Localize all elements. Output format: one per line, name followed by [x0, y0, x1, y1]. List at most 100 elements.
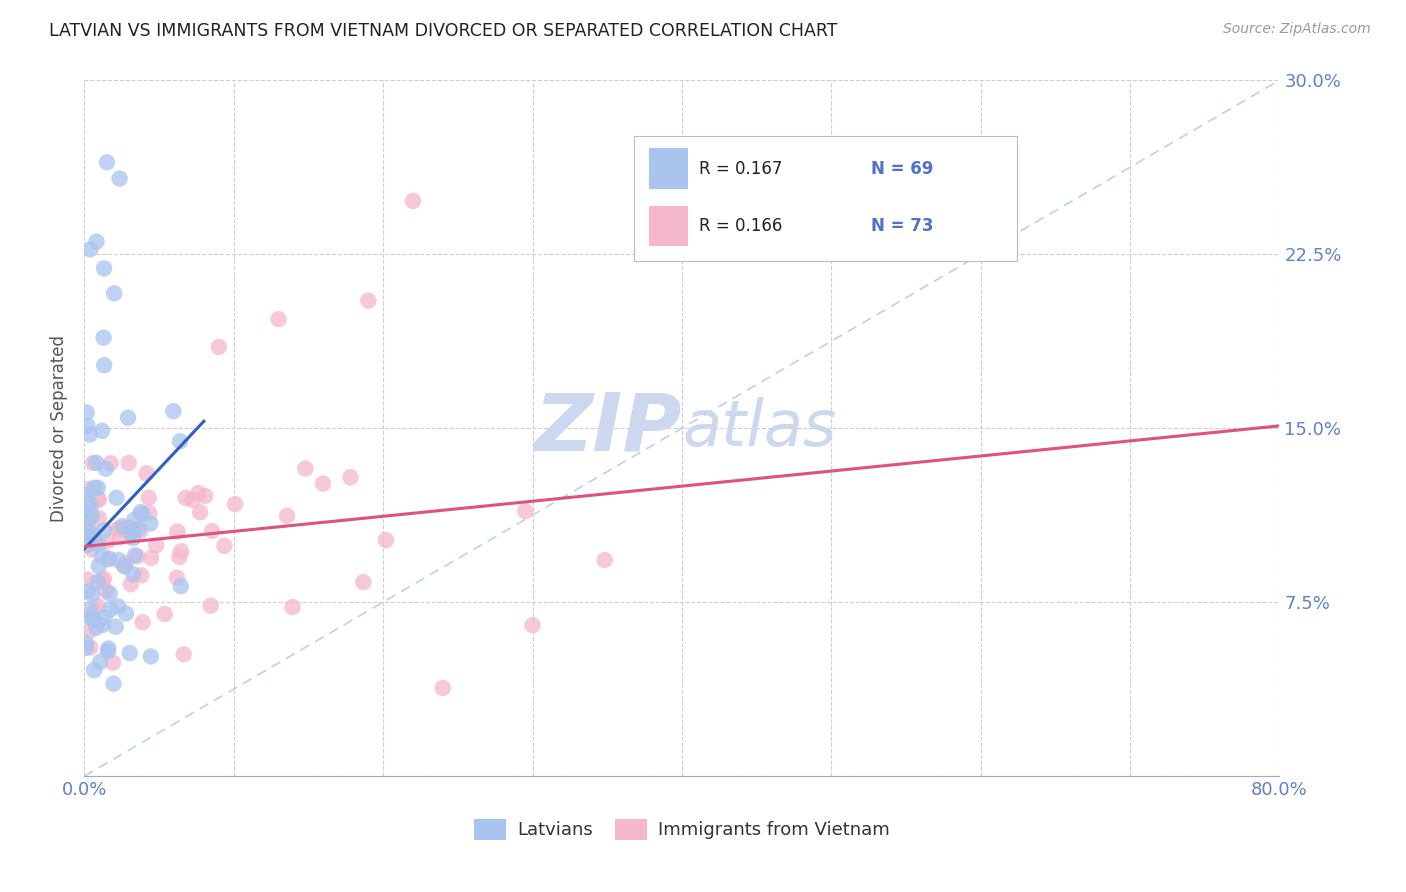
Point	[118, 456, 141, 470]
Point	[115, 607, 138, 621]
Text: Source: ZipAtlas.com: Source: ZipAtlas.com	[1223, 22, 1371, 37]
Point	[96, 583, 118, 598]
Point	[593, 553, 616, 567]
Point	[267, 312, 290, 326]
Point	[87, 492, 110, 507]
Point	[120, 525, 142, 540]
Point	[94, 462, 117, 476]
Point	[208, 340, 231, 354]
Point	[120, 577, 142, 591]
Point	[214, 539, 236, 553]
Point	[122, 522, 145, 536]
Point	[118, 521, 141, 535]
Point	[86, 235, 108, 249]
Point	[127, 549, 149, 564]
Point	[294, 461, 316, 475]
Point	[76, 573, 98, 587]
Point	[115, 556, 138, 570]
Point	[75, 515, 97, 529]
Point	[104, 620, 127, 634]
Point	[200, 599, 222, 613]
Point	[84, 456, 107, 470]
Point	[138, 506, 160, 520]
Point	[103, 286, 125, 301]
Point	[201, 524, 224, 538]
Point	[188, 505, 211, 519]
Point	[87, 511, 110, 525]
Point	[339, 470, 361, 484]
Point	[80, 509, 103, 524]
Point	[75, 488, 97, 502]
Point	[108, 531, 131, 545]
Point	[108, 521, 131, 535]
Point	[122, 567, 145, 582]
Point	[129, 524, 152, 538]
Point	[82, 456, 104, 470]
Point	[153, 607, 176, 621]
Point	[173, 648, 195, 662]
Point	[76, 538, 98, 552]
Point	[139, 516, 162, 531]
Point	[98, 602, 121, 616]
Point	[357, 293, 380, 308]
Point	[87, 492, 110, 507]
Point	[84, 603, 107, 617]
Point	[118, 646, 141, 660]
Point	[170, 544, 193, 558]
Point	[82, 612, 104, 626]
Point	[91, 617, 114, 632]
Point	[281, 600, 304, 615]
Text: ZIP: ZIP	[534, 389, 682, 467]
Point	[93, 524, 115, 538]
Point	[162, 404, 184, 418]
Point	[83, 663, 105, 677]
Point	[79, 624, 101, 638]
Point	[76, 584, 98, 599]
Point	[79, 640, 101, 655]
Point	[96, 534, 118, 549]
Point	[139, 649, 162, 664]
Point	[80, 525, 103, 540]
Point	[129, 505, 152, 519]
Point	[87, 481, 110, 495]
Point	[169, 549, 191, 564]
Point	[79, 602, 101, 616]
Point	[97, 641, 120, 656]
Point	[97, 552, 120, 566]
Point	[80, 611, 103, 625]
Point	[77, 516, 100, 530]
Point	[224, 497, 246, 511]
Point	[276, 508, 298, 523]
Point	[114, 523, 136, 537]
Point	[131, 507, 153, 521]
Point	[145, 538, 167, 552]
Point	[103, 676, 125, 690]
Point	[114, 559, 136, 574]
Point	[880, 231, 903, 245]
Point	[76, 406, 98, 420]
Point	[131, 615, 153, 630]
Point	[83, 481, 105, 495]
Point	[107, 553, 129, 567]
Point	[82, 588, 104, 602]
Point	[170, 579, 193, 593]
Point	[131, 568, 153, 582]
Point	[79, 427, 101, 442]
Point	[83, 532, 105, 546]
Point	[122, 531, 145, 545]
Point	[174, 491, 197, 505]
Point	[98, 586, 121, 600]
Point	[79, 496, 101, 510]
Point	[77, 538, 100, 552]
Point	[181, 492, 204, 507]
Point	[352, 575, 374, 590]
Point	[96, 155, 118, 169]
Point	[124, 549, 146, 563]
Point	[127, 523, 149, 537]
Point	[166, 524, 188, 539]
Point	[194, 489, 217, 503]
Point	[100, 456, 122, 470]
Point	[312, 476, 335, 491]
Point	[75, 640, 97, 655]
Text: LATVIAN VS IMMIGRANTS FROM VIETNAM DIVORCED OR SEPARATED CORRELATION CHART: LATVIAN VS IMMIGRANTS FROM VIETNAM DIVOR…	[49, 22, 838, 40]
